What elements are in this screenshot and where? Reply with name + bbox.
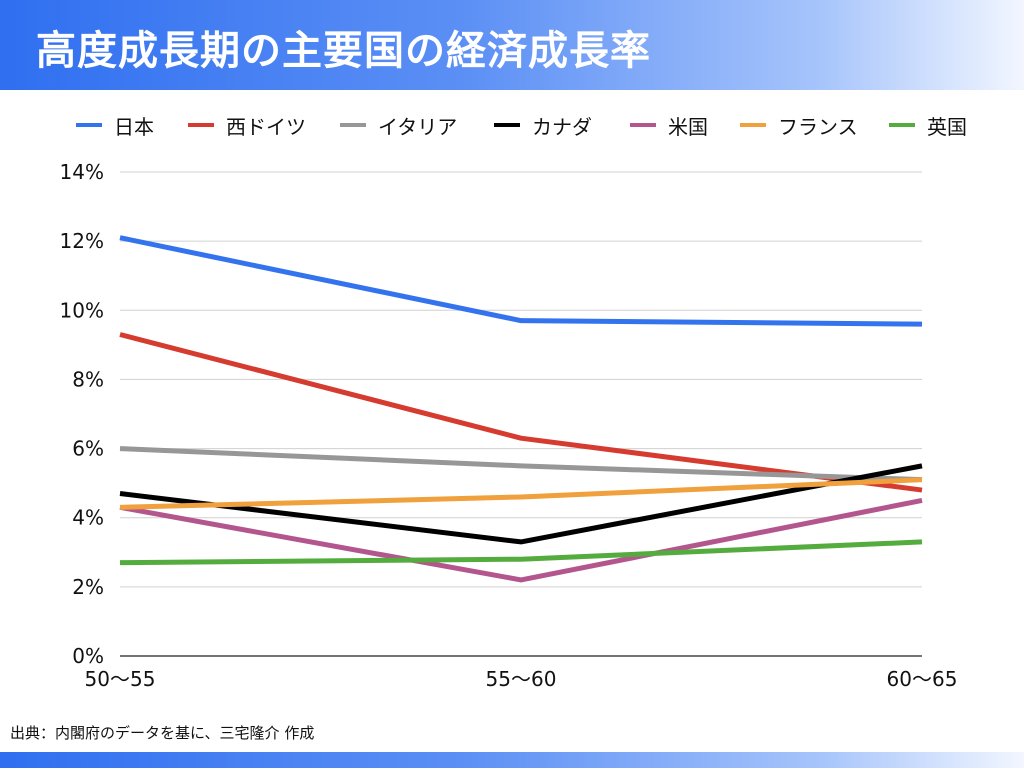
legend-swatch bbox=[740, 123, 766, 127]
y-tick-label: 8% bbox=[72, 367, 104, 391]
series-line-カナダ bbox=[119, 463, 923, 545]
gridlines bbox=[120, 171, 922, 657]
legend-item: 西ドイツ bbox=[188, 108, 306, 142]
y-tick-label: 12% bbox=[60, 229, 104, 253]
page-title: 高度成長期の主要国の経済成長率 bbox=[36, 28, 651, 74]
legend-swatch bbox=[188, 123, 214, 127]
legend-item: 米国 bbox=[630, 108, 708, 142]
legend-swatch bbox=[494, 123, 520, 127]
x-tick-label: 55〜60 bbox=[486, 667, 557, 691]
x-tick-labels: 50〜55 55〜60 60〜65 bbox=[85, 667, 958, 691]
legend-label: フランス bbox=[778, 114, 858, 139]
legend-label: カナダ bbox=[532, 114, 592, 139]
legend-item: 英国 bbox=[889, 108, 967, 142]
legend-label: イタリア bbox=[378, 114, 458, 139]
legend-swatch bbox=[630, 123, 656, 127]
series-line-日本 bbox=[119, 235, 923, 327]
y-tick-label: 10% bbox=[60, 298, 104, 322]
y-tick-label: 2% bbox=[72, 575, 104, 599]
legend-label: 米国 bbox=[668, 114, 708, 139]
chart-legend: 日本 西ドイツ イタリア カナダ 米国 フランス 英国 bbox=[0, 108, 1024, 142]
y-tick-labels: 0% 2% 4% 6% 8% 10% 12% 14% bbox=[60, 160, 104, 668]
x-tick-label: 60〜65 bbox=[887, 667, 958, 691]
legend-swatch bbox=[76, 123, 102, 127]
title-bar: 高度成長期の主要国の経済成長率 bbox=[0, 0, 1024, 90]
legend-swatch bbox=[889, 123, 915, 127]
series-lines bbox=[119, 235, 923, 583]
x-tick-label: 50〜55 bbox=[85, 667, 156, 691]
legend-label: 日本 bbox=[114, 114, 154, 139]
footer-bar bbox=[0, 752, 1024, 768]
source-note: 出典：内閣府のデータを基に、三宅隆介 作成 bbox=[10, 724, 315, 742]
y-tick-label: 0% bbox=[72, 644, 104, 668]
legend-label: 英国 bbox=[927, 114, 967, 139]
y-tick-label: 14% bbox=[60, 160, 104, 184]
legend-label: 西ドイツ bbox=[226, 114, 306, 139]
y-tick-label: 4% bbox=[72, 506, 104, 530]
series-line-イタリア bbox=[119, 446, 923, 483]
series-line-フランス bbox=[119, 477, 923, 510]
series-line-英国 bbox=[119, 539, 923, 566]
legend-item: イタリア bbox=[340, 108, 457, 142]
y-tick-label: 6% bbox=[72, 437, 104, 461]
series-line-米国 bbox=[119, 497, 923, 583]
legend-item: 日本 bbox=[76, 108, 154, 142]
legend-item: カナダ bbox=[494, 108, 592, 142]
legend-item: フランス bbox=[740, 108, 858, 142]
legend-swatch bbox=[340, 123, 366, 127]
